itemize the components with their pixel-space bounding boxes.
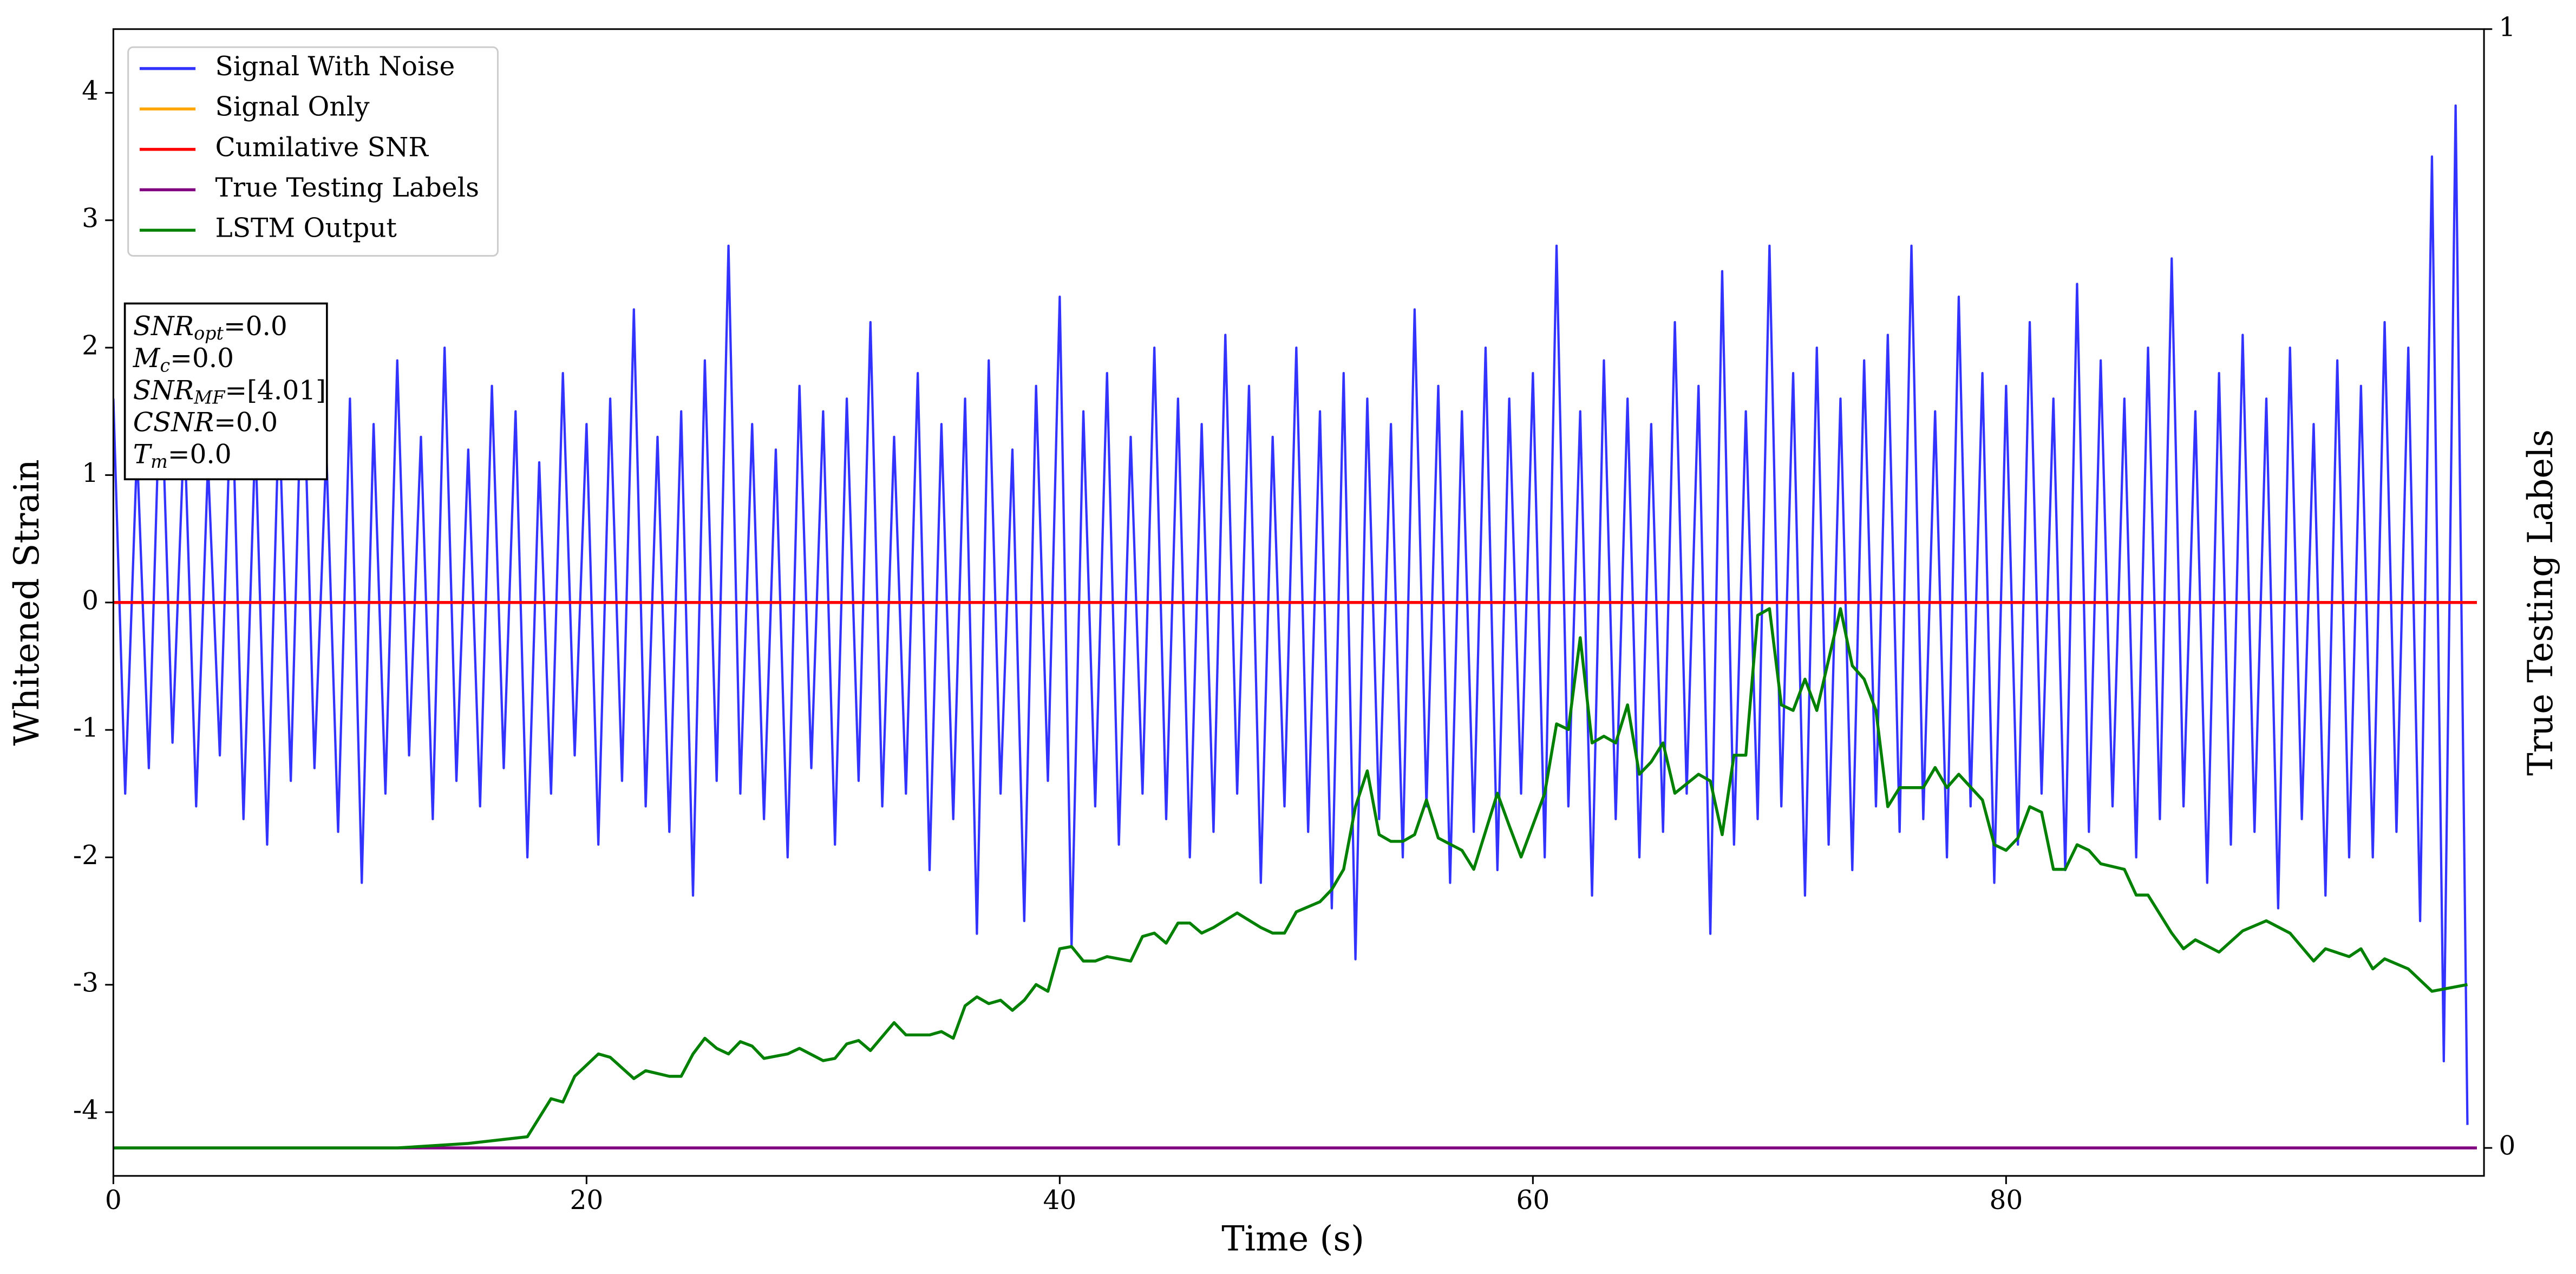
x-tick-label: 60 bbox=[1516, 1185, 1549, 1216]
annotation-text: =[4.01] bbox=[225, 375, 326, 406]
annotation-line: SNRMF=[4.01] bbox=[133, 375, 326, 408]
x-tick-label: 80 bbox=[1989, 1185, 2023, 1216]
y-tick-label: 0 bbox=[82, 585, 99, 616]
y-axis-label: Whitened Strain bbox=[7, 459, 47, 746]
annotation-line: SNRopt=0.0 bbox=[133, 311, 287, 344]
x-tick-label: 20 bbox=[570, 1185, 603, 1216]
plot-frame bbox=[112, 28, 2485, 1177]
y2-tick-label: 0 bbox=[2499, 1131, 2515, 1161]
annotation-symbol: CSNR bbox=[133, 407, 214, 437]
annotation-line: Tm=0.0 bbox=[133, 439, 232, 472]
y2-tick-label: 1 bbox=[2499, 12, 2515, 42]
annotation-subscript: MF bbox=[193, 387, 226, 408]
series-line bbox=[113, 607, 2468, 1149]
x-tick-label: 0 bbox=[105, 1185, 122, 1216]
y-tick-label: 3 bbox=[82, 203, 99, 233]
annotation-text: =0.0 bbox=[214, 407, 278, 437]
legend-label: LSTM Output bbox=[215, 213, 397, 244]
annotation-box bbox=[123, 302, 328, 481]
y-tick-label: -1 bbox=[73, 713, 99, 743]
x-axis-label: Time (s) bbox=[1221, 1219, 1364, 1259]
legend-label: True Testing Labels bbox=[215, 173, 480, 203]
y-tick-label: 4 bbox=[82, 76, 99, 106]
annotation-subscript: opt bbox=[194, 323, 224, 344]
legend-label: Signal With Noise bbox=[215, 51, 455, 82]
x-tick-label: 40 bbox=[1043, 1185, 1076, 1216]
legend-label: Cumilative SNR bbox=[215, 132, 429, 162]
annotation-text: =0.0 bbox=[224, 311, 287, 342]
y2-axis-label: True Testing Labels bbox=[2521, 429, 2561, 776]
annotation-text: =0.0 bbox=[168, 439, 232, 469]
y-tick-label: -4 bbox=[73, 1095, 99, 1126]
annotation-symbol: M bbox=[133, 343, 161, 374]
series-line bbox=[113, 104, 2469, 1125]
legend-box bbox=[127, 46, 499, 257]
annotation-line: Mc=0.0 bbox=[133, 343, 234, 376]
annotation-subscript: m bbox=[151, 451, 168, 472]
annotation-symbol: SNR bbox=[133, 311, 194, 342]
annotation-subscript: c bbox=[160, 355, 171, 376]
annotation-symbol: T bbox=[133, 439, 153, 469]
y-tick-label: -3 bbox=[73, 968, 99, 998]
y-tick-label: 2 bbox=[82, 331, 99, 361]
legend-label: Signal Only bbox=[215, 92, 370, 122]
legend: Signal With Noise Signal Only Cumilative S… bbox=[127, 46, 499, 257]
annotation-line: CSNR=0.0 bbox=[133, 407, 278, 437]
y-tick-label: 1 bbox=[82, 458, 99, 488]
annotation: SNRopt=0.0Mc=0.0SNRMF=[4.01]CSNR=0.0Tm=0… bbox=[123, 302, 328, 481]
annotation-symbol: SNR bbox=[133, 375, 194, 406]
y-tick-label: -2 bbox=[73, 840, 99, 871]
annotation-text: =0.0 bbox=[170, 343, 234, 374]
